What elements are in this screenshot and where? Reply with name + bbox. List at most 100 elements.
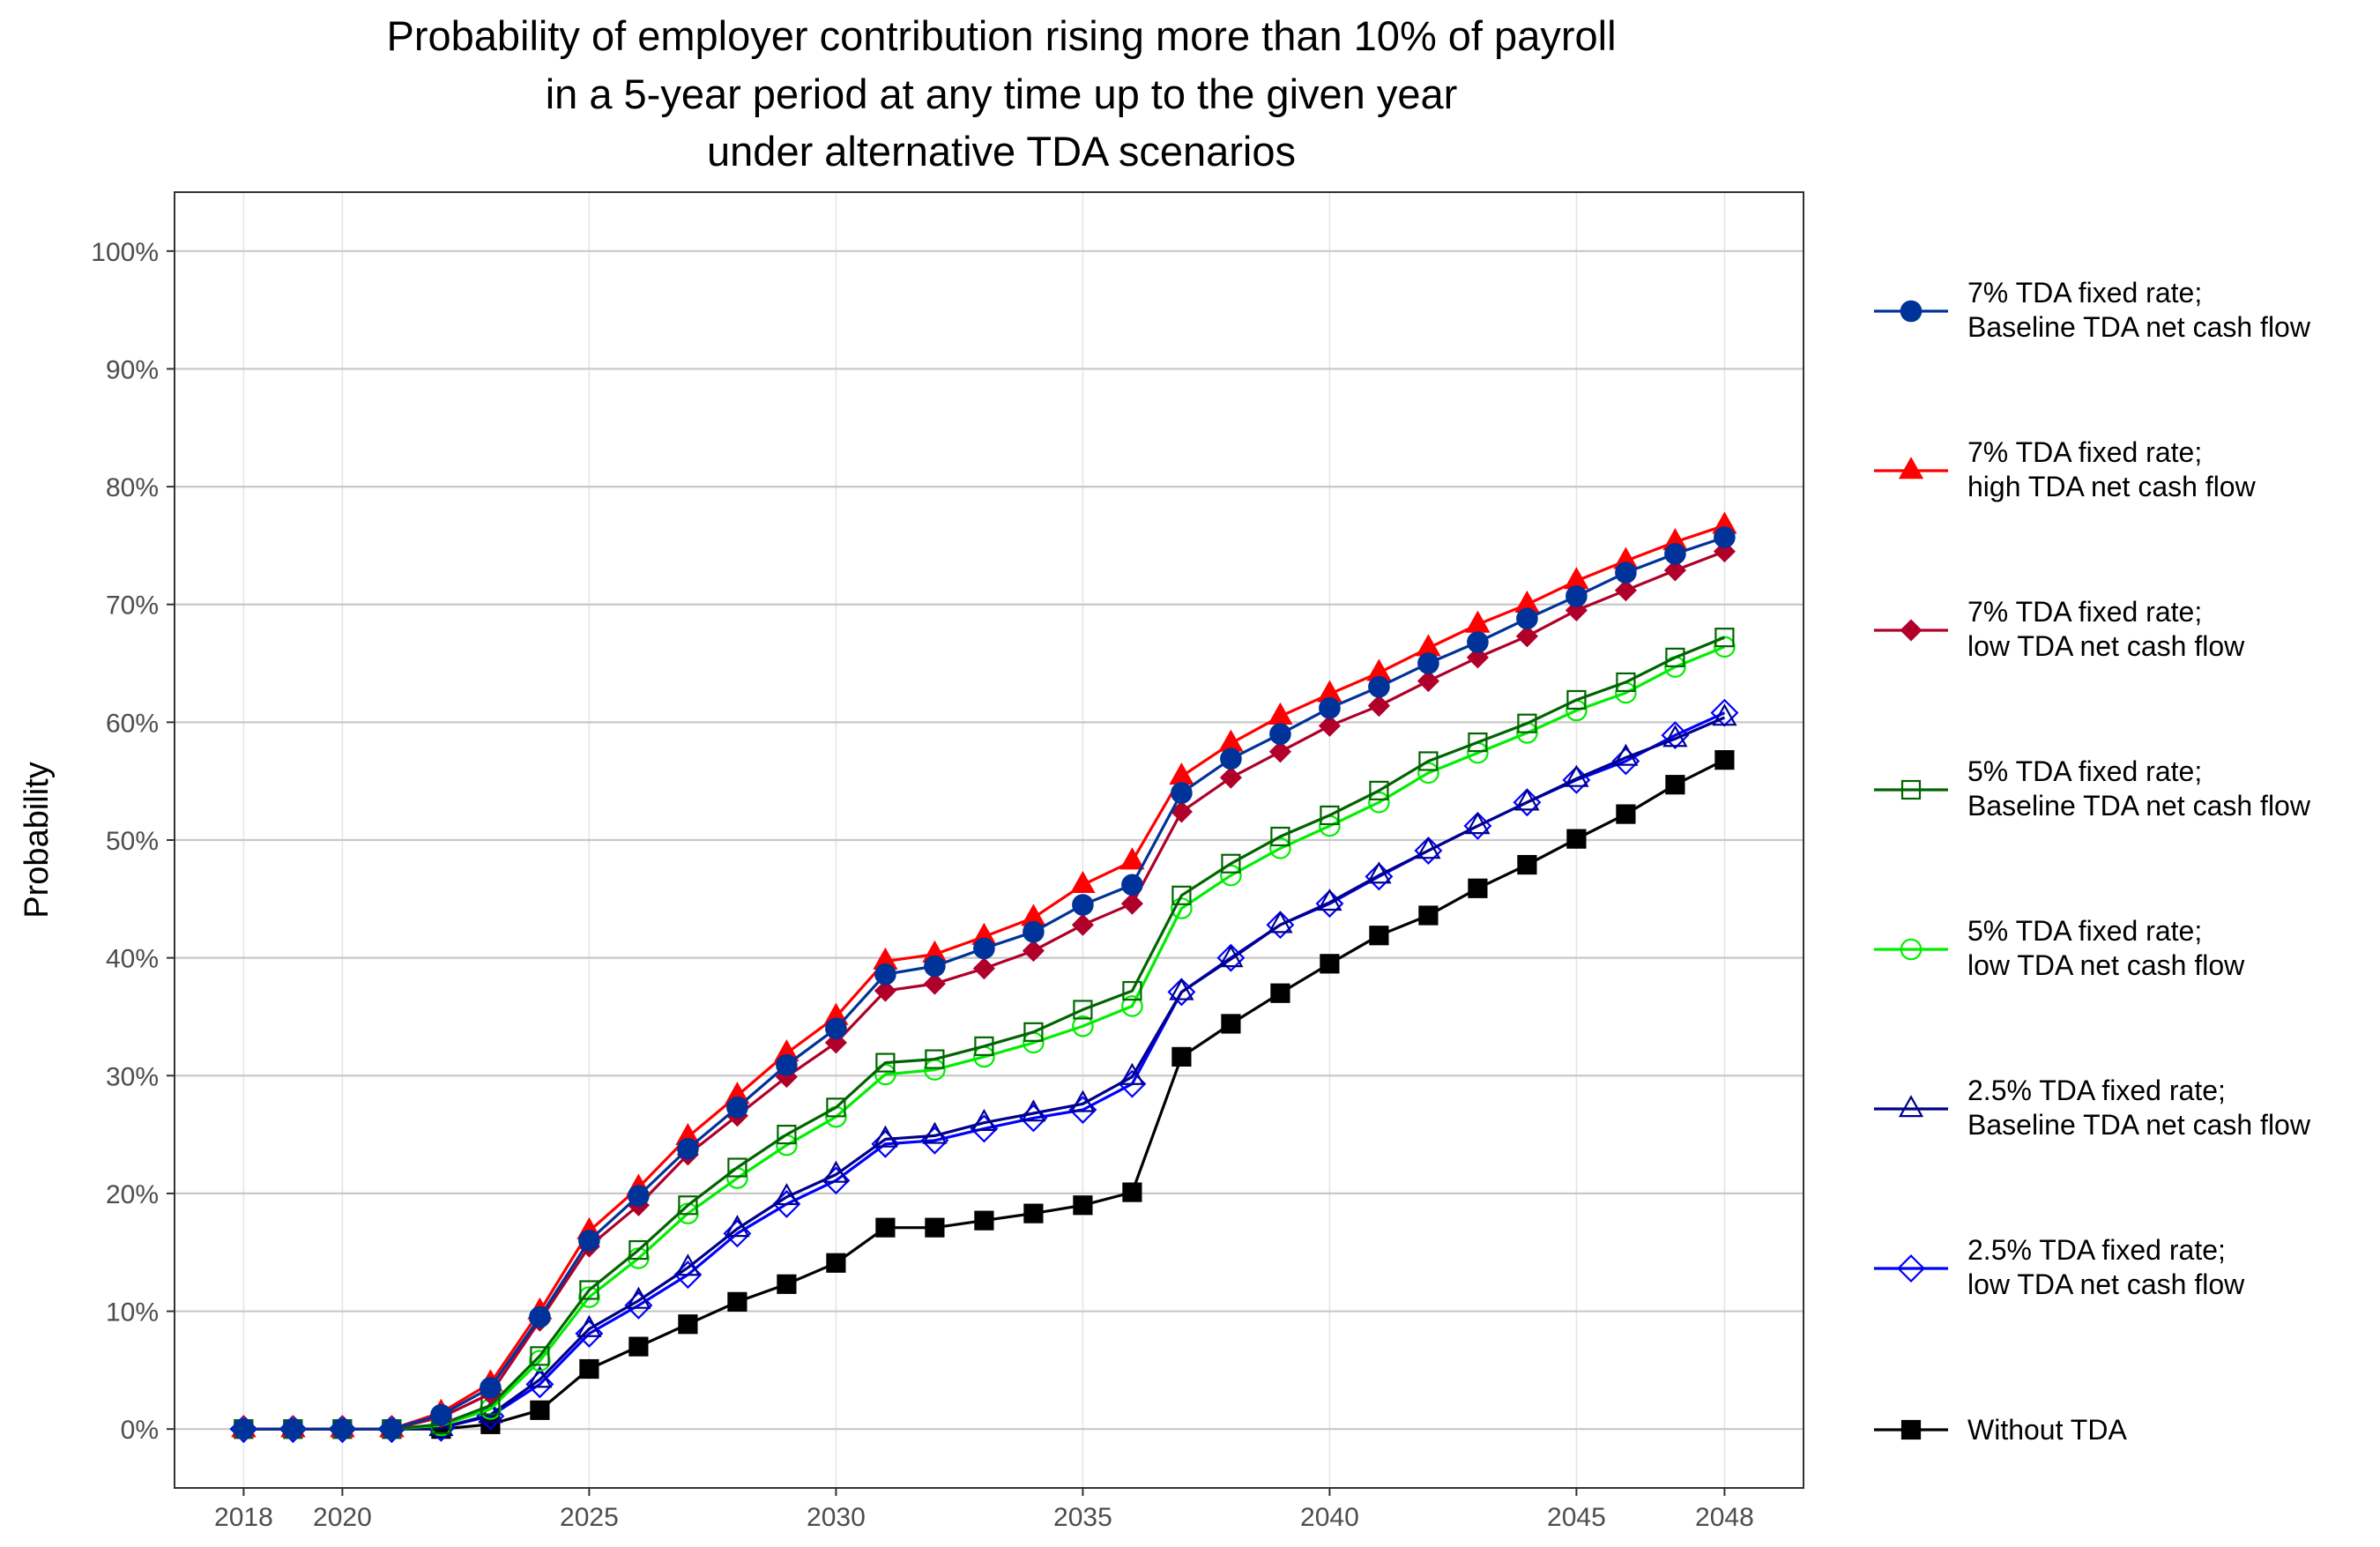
legend: 7% TDA fixed rate;Baseline TDA net cash … [1874,277,2311,1446]
data-point [282,1417,304,1440]
data-point [575,1319,604,1348]
data-point [1416,837,1441,859]
data-point [1119,1062,1145,1085]
data-point [1566,829,1587,849]
legend-item: 7% TDA fixed rate;Baseline TDA net cash … [1874,277,2311,343]
data-point [1023,920,1045,943]
data-point [1073,1000,1093,1020]
data-point [1171,782,1193,804]
y-tick-label: 0% [121,1416,159,1445]
legend-label: low TDA net cash flow [1967,949,2245,981]
data-point [1320,954,1340,974]
y-tick-label: 30% [106,1062,159,1091]
data-point [1121,995,1143,1017]
legend-label: low TDA net cash flow [1967,630,2245,662]
data-point [727,1157,747,1178]
data-point [776,1053,798,1076]
data-point [1119,847,1145,870]
data-point [1615,562,1637,584]
legend-item: 7% TDA fixed rate;high TDA net cash flow [1874,436,2257,502]
data-point [1269,837,1291,859]
chart-title-line-1: Probability of employer contribution ris… [386,12,1616,59]
x-tick-label: 2018 [214,1503,273,1532]
data-point [480,1377,502,1399]
x-tick-label: 2030 [807,1503,866,1532]
data-point [628,1239,649,1261]
data-point [1517,713,1537,733]
data-point [1898,1095,1924,1118]
data-point [923,972,946,995]
data-point [924,955,946,978]
data-point [430,1403,452,1426]
data-point [1417,652,1439,674]
data-point [331,1417,353,1440]
data-point [974,1210,994,1231]
data-point [972,957,995,980]
data-point [1465,812,1491,835]
data-point [1171,1046,1192,1067]
data-point [1516,607,1538,630]
data-point [1122,1182,1142,1202]
data-point [1900,938,1923,961]
data-point [1564,764,1589,787]
y-tick-label: 50% [106,827,159,856]
data-point [774,1183,800,1206]
y-tick-label: 90% [106,355,159,384]
legend-item: Without TDA [1874,1414,2127,1446]
data-point [777,1274,797,1294]
chart-title-line-3: under alternative TDA scenarios [707,128,1296,175]
data-point [1897,1254,1925,1283]
data-point [1268,740,1291,763]
data-point [922,1121,948,1144]
data-point [1616,672,1636,693]
data-point [1268,911,1293,933]
data-point [1072,1015,1094,1038]
data-point [823,1160,849,1183]
data-point [579,1280,599,1300]
data-point [628,1336,649,1357]
data-point [1221,1014,1241,1034]
data-point [1023,1203,1044,1223]
data-point [624,1290,653,1320]
data-point [1662,725,1688,747]
data-point [1022,940,1045,963]
data-point [1171,897,1193,919]
series-1 [233,526,1736,1440]
series-layer [229,511,1739,1444]
legend-label: high TDA net cash flow [1967,471,2257,502]
data-point [1369,926,1389,946]
data-point [1122,980,1142,1001]
data-point [1611,747,1640,776]
data-point [1418,905,1439,926]
data-point [1517,854,1537,875]
data-point [873,1125,898,1148]
data-point [1320,805,1340,826]
data-point [826,1253,846,1273]
data-point [1121,874,1143,896]
legend-label: low TDA net cash flow [1967,1268,2245,1300]
data-point [1467,631,1489,653]
legend-label: 5% TDA fixed rate; [1967,755,2202,787]
x-tick-label: 2035 [1053,1503,1112,1532]
chart-title: Probability of employer contribution ris… [386,12,1616,175]
chart-title-line-2: in a 5-year period at any time up to the… [546,71,1458,117]
data-point [1366,861,1392,884]
data-point [1900,1419,1922,1440]
data-point [1418,751,1439,771]
y-tick-label: 100% [91,238,159,267]
y-tick-label: 60% [106,709,159,738]
x-tick-label: 2020 [313,1503,372,1532]
data-point [1021,1099,1046,1122]
data-point [1218,945,1244,968]
data-point [1566,689,1587,710]
data-point [1417,762,1439,785]
data-point [1073,1195,1093,1216]
data-point [1023,1022,1044,1042]
data-point [1170,800,1193,823]
data-point [1369,780,1389,800]
y-tick-label: 40% [106,945,159,974]
data-point [529,1305,551,1328]
y-axis-title: Probability [19,762,56,918]
data-point [1367,695,1390,718]
